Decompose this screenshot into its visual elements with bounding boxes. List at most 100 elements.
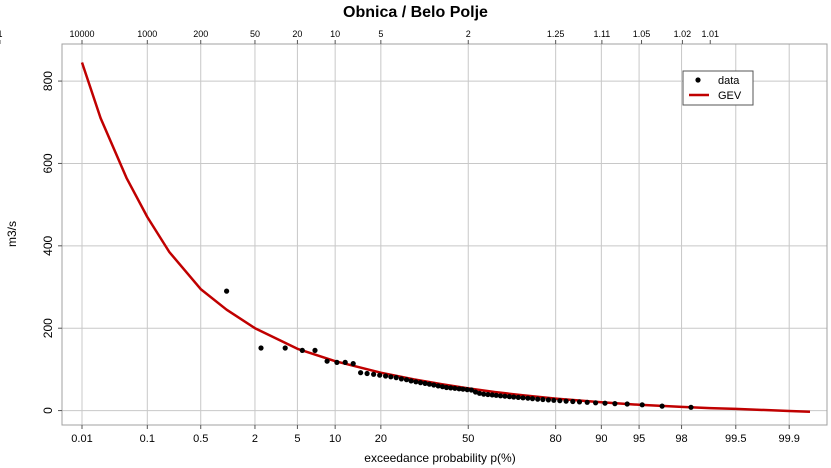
x-tick-label: 90 [595,433,607,445]
plot-frame [61,43,828,426]
top-tick-label: 10 [330,29,340,39]
x-tick-label: 0.01 [71,433,92,445]
y-tick-label: 0 [41,407,55,414]
data-point [371,371,377,377]
data-point [545,397,552,403]
data-point [639,402,645,408]
top-tick-label: 1.05 [633,29,651,39]
data-point [282,345,288,351]
data-point [448,385,454,391]
data-point [342,359,348,365]
data-point [358,370,364,376]
top-tick-label: 1.02 [674,29,692,39]
data-point [529,396,536,402]
data-point [388,374,394,380]
legend-data-marker [695,77,701,83]
data-point [417,380,424,386]
top-tick-label: 1.25 [547,29,565,39]
x-tick-label: 50 [462,433,474,445]
data-point [485,391,491,398]
x-tick-label: 0.1 [140,433,155,445]
x-tick-label: 0.5 [193,433,208,445]
grid [62,44,827,425]
data-point [624,401,630,407]
data-point [377,372,383,378]
data-point [422,380,428,386]
top-tick-label: 1.11 [593,29,610,39]
data-point [540,396,546,403]
series [80,62,811,414]
data-point [481,391,487,397]
data-point [515,394,521,400]
data-point [472,389,479,395]
data-point [334,359,340,365]
data-point [506,394,512,400]
top-tick-label: 200 [193,29,208,39]
top-tick-label: 20 [292,29,302,39]
data-point [570,398,576,405]
data-point [612,401,618,407]
data-point [535,396,541,402]
data-point [452,385,458,391]
data-point [502,393,508,399]
data-point [408,378,414,384]
data-point [476,390,483,396]
legend-gev-label: GEV [718,90,742,102]
data-point [464,387,470,393]
data-point [557,398,563,404]
data-point [364,370,370,377]
data-point [688,404,694,410]
legend-box [682,70,754,106]
y-axis-label: m3/s [5,221,19,247]
data-point [435,383,441,389]
top-tick-label: 5 [378,29,383,39]
top-tick-label: 10000 [69,29,94,39]
data-point [602,400,608,406]
x-tick-label: 10 [329,433,341,445]
x-tick-label: 20 [375,433,387,445]
x-axis-label: exceedance probability p(%) [364,451,515,465]
data-point [383,373,389,379]
data-point [520,395,526,401]
x-tick-label: 80 [550,433,562,445]
data-point [584,399,590,405]
x-tick-label: 98 [675,433,687,445]
x-tick-label: 95 [633,433,645,445]
data-point [393,375,399,381]
data-point [443,384,450,391]
data-point [439,384,446,390]
data-point [563,398,569,404]
data-point [324,358,330,364]
data-point [489,392,495,398]
data-point [258,345,264,351]
data-point [224,288,230,294]
legend-data-label: data [718,75,740,87]
top-tick-label: 2 [466,29,471,39]
data-point [497,393,504,399]
data-point [593,400,599,406]
legend: data GEV [682,70,754,106]
data-point [525,395,531,401]
data-point [413,379,419,385]
data-point [456,386,462,392]
data-point [431,382,437,388]
top-tick-label: 1 [0,29,3,39]
top-tick-label: 1.01 [701,29,719,39]
data-point [398,376,404,382]
y-tick-label: 600 [41,153,55,173]
data-point [551,397,557,403]
data-point [493,392,499,398]
y-tick-label: 200 [41,318,55,338]
chart-title: Obnica / Belo Polje [343,4,488,21]
x-tick-label: 2 [252,433,258,445]
data-point [403,377,410,383]
data-point [460,386,466,392]
x-tick-label: 5 [294,433,300,445]
y-tick-label: 800 [41,71,55,91]
data-point [511,394,517,400]
data-point [468,387,474,393]
y-tick-label: 400 [41,235,55,255]
top-tick-label: 1000 [137,29,157,39]
